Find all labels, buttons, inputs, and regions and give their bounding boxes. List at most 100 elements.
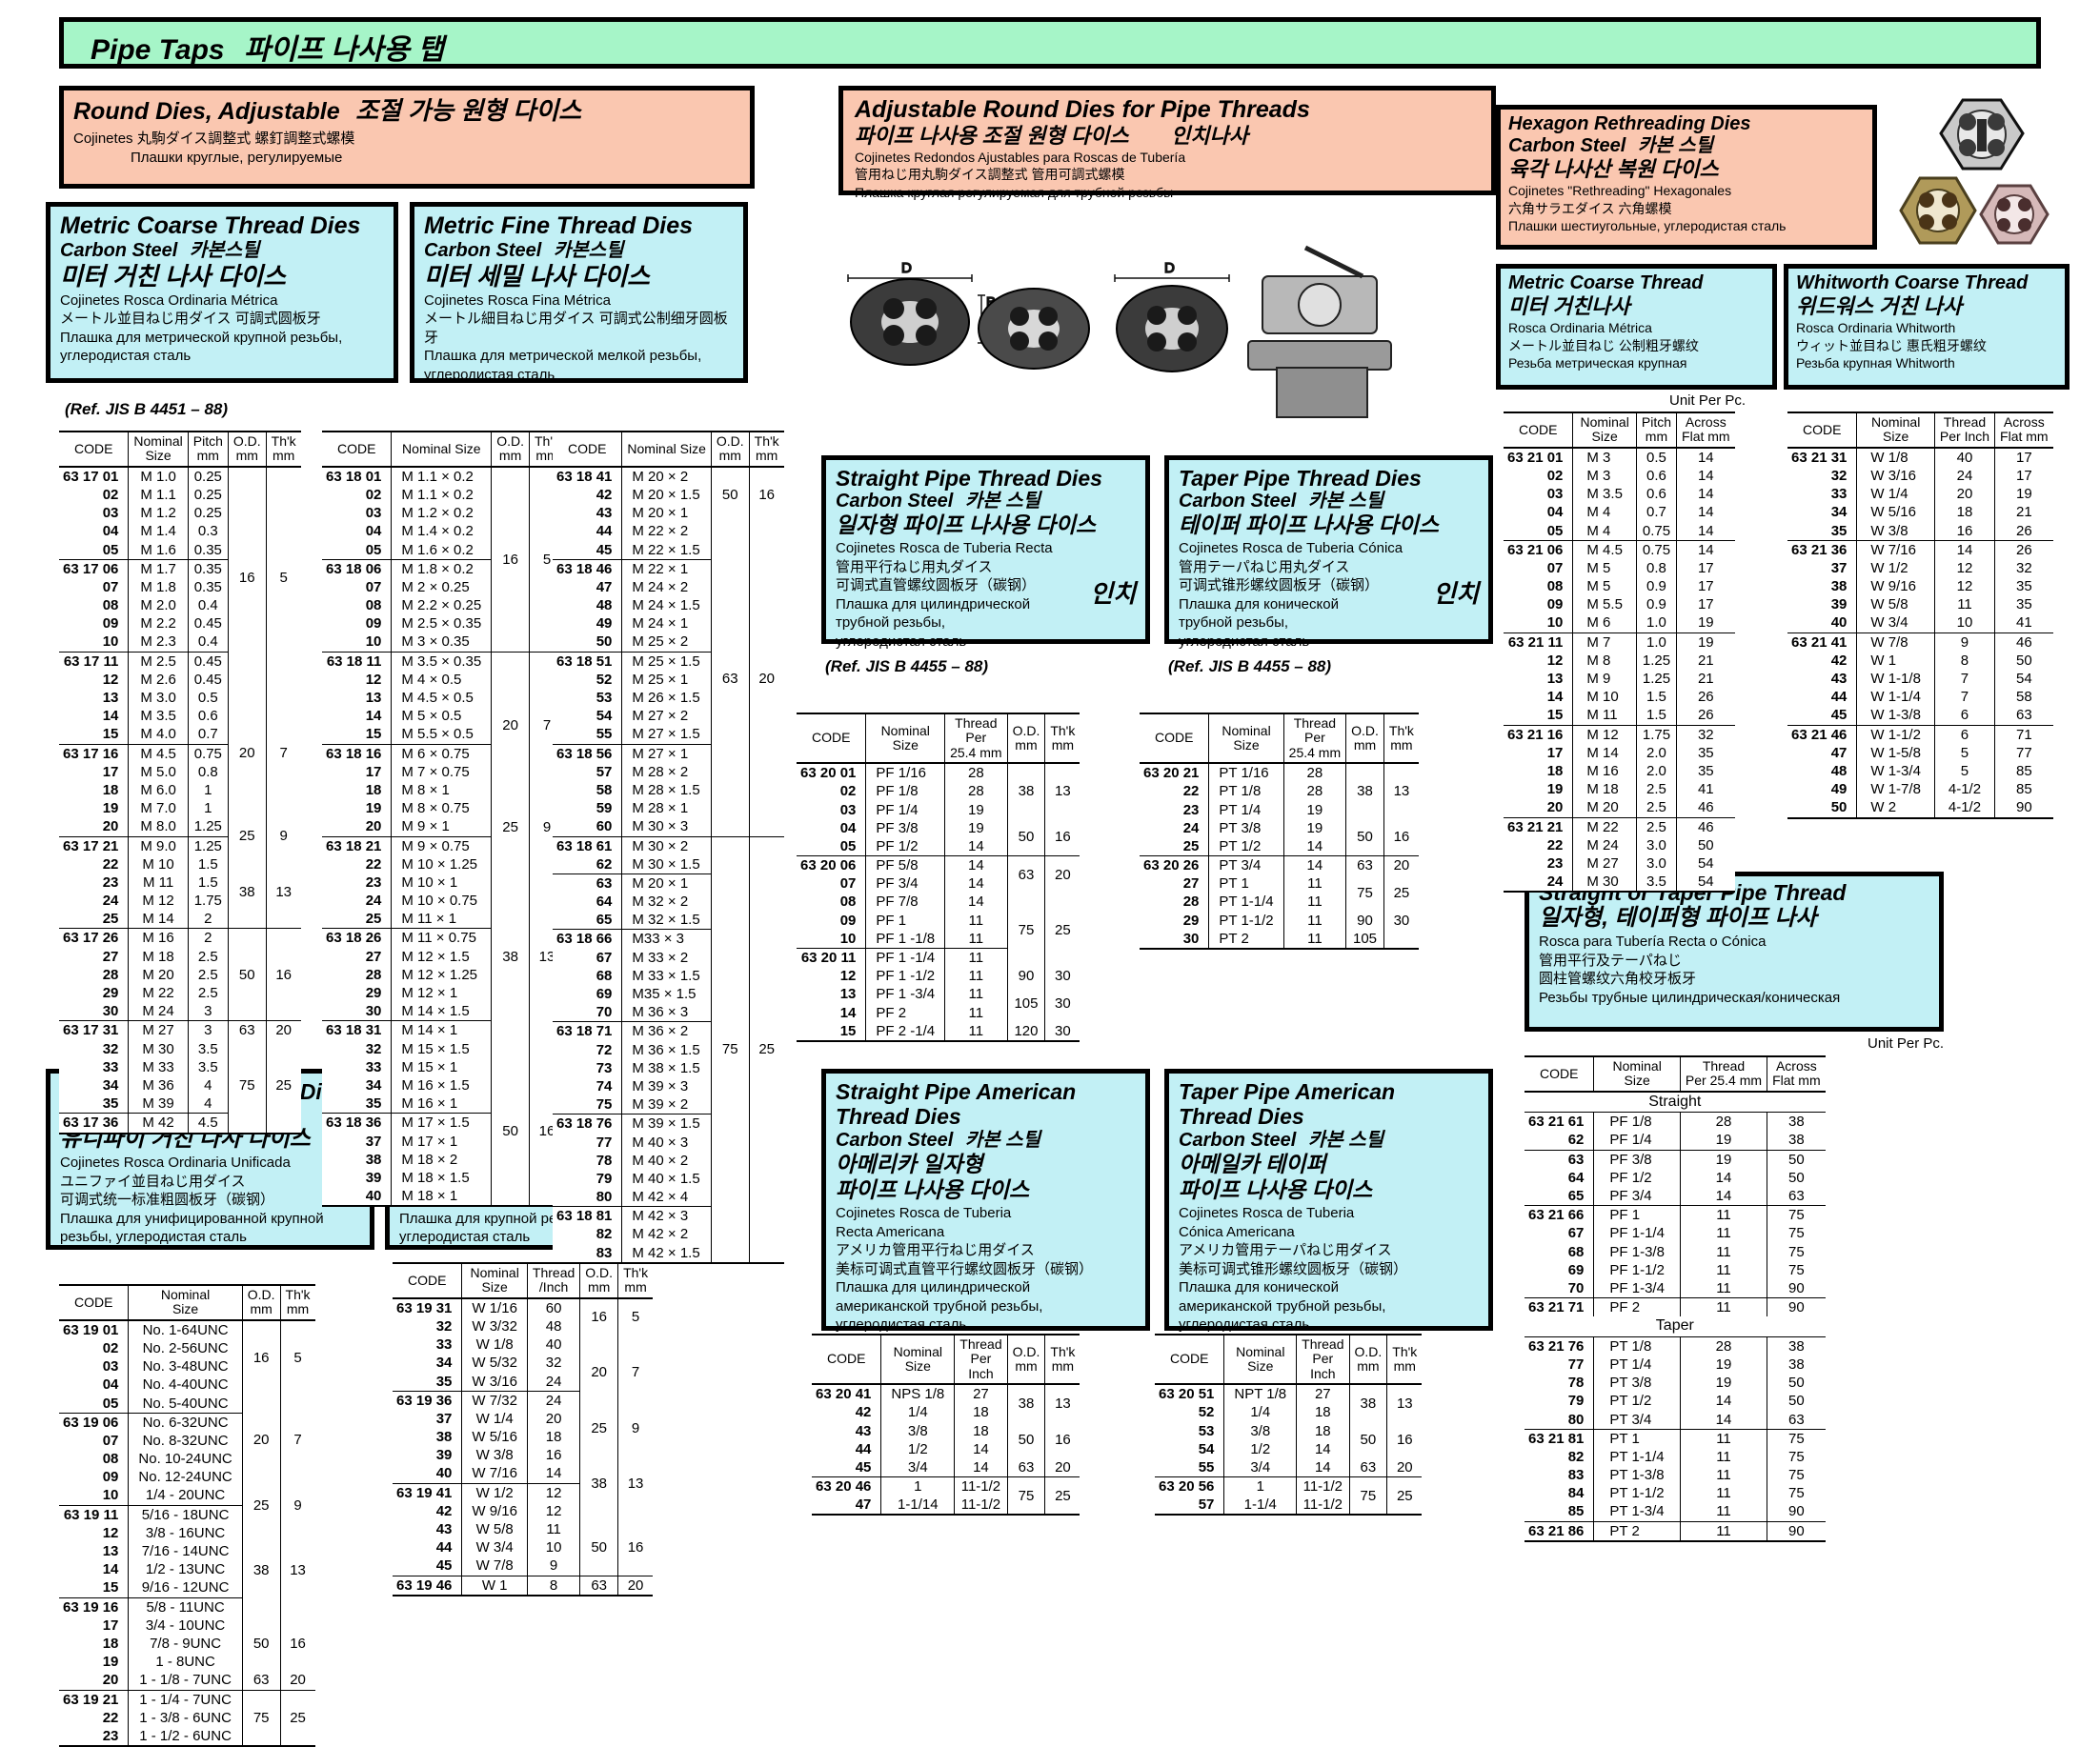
cell-nom: M 16 <box>1572 761 1637 781</box>
hex-whitworth-ru: Резьба крупная Whitworth <box>1796 354 1955 371</box>
cell-code: 79 <box>1525 1392 1595 1411</box>
cell-nominal: 1 - 8UNC <box>128 1653 243 1672</box>
cell-nominal: M 27 × 2 <box>621 707 712 726</box>
cell-thk: 13 <box>1055 1395 1071 1412</box>
table-row: 63 18 26 M 11 × 0.75 <box>322 928 564 948</box>
cell-code: 50 <box>1787 798 1858 818</box>
cell-pitch: 0.7 <box>1636 503 1678 522</box>
straight-pipe-dies-banner: Straight Pipe Thread Dies Carbon Steel 카… <box>821 455 1150 650</box>
cell-pitch: 0.3 <box>188 522 229 541</box>
taper-american-steel-ko: 카본 스틸 <box>1307 1129 1383 1151</box>
cell-nominal: M 10 × 1.25 <box>391 854 493 874</box>
cell-nominal: PT 1-3/4 <box>1593 1502 1681 1522</box>
cell-code: 30 <box>1140 929 1210 950</box>
cell-nominal: M 25 × 1.5 <box>621 651 712 671</box>
cell-code: 09 <box>59 614 130 633</box>
th-nominal: Nominal Size <box>1208 713 1284 765</box>
cell-nominal: No. 5-40UNC <box>128 1394 243 1414</box>
cell-nominal: 5/16 - 18UNC <box>128 1504 243 1524</box>
table-row: 10 M 6 1.0 19 <box>1504 613 1735 633</box>
cell-nom: M 5 <box>1572 558 1637 578</box>
cell-code: 45 <box>553 540 623 560</box>
cell-od: 25 <box>491 799 530 855</box>
cell-code: 63 19 41 <box>393 1482 463 1502</box>
straight-american-ru3: углеродистая сталь <box>836 1316 967 1334</box>
taper-pipe-title-en: Taper Pipe Thread Dies <box>1179 466 1422 491</box>
cell-nominal: M 28 × 2 <box>621 762 712 781</box>
cell-nominal: M 2.3 <box>128 633 189 653</box>
cell-flat: 21 <box>2015 504 2032 521</box>
cell-code: 25 <box>59 910 130 929</box>
th-thk: Th'k mm <box>1386 1335 1423 1386</box>
table-row: 78 M 40 × 2 <box>553 1151 784 1170</box>
cell-code: 39 <box>1787 595 1858 614</box>
cell-pitch: 0.9 <box>1636 577 1678 596</box>
table-row: 22 M 10 1.5 38 13 <box>59 854 301 929</box>
cell-thread: 48 <box>527 1316 581 1336</box>
cell-code: 53 <box>553 689 623 708</box>
hex-unit-note-bottom: Unit Per Pc. <box>1868 1035 1945 1052</box>
table-row: 63 18 11 M 3.5 × 0.35 20 7 <box>322 651 564 800</box>
straight-american-title-ko2: 파이프 나사용 다이스 <box>836 1177 1030 1203</box>
cell-nom: W 1/8 <box>1856 447 1935 467</box>
cell-nominal: M 42 × 2 <box>621 1225 712 1244</box>
table-row: 04 M 1.4 × 0.2 <box>322 522 564 541</box>
cell-code: 15 <box>1504 706 1574 726</box>
table-row: 40 M 18 × 1 <box>322 1187 564 1207</box>
metric-coarse-dies-banner: Metric Coarse Thread Dies Carbon Steel 카… <box>46 202 398 383</box>
cell-flat: 35 <box>2015 596 2032 613</box>
cell-nominal: M 7 × 0.75 <box>391 762 493 781</box>
table-row: 63 17 06 M 1.7 0.35 <box>59 558 301 578</box>
cell-code: 63 18 51 <box>553 651 623 671</box>
cell-code: 38 <box>1787 577 1858 596</box>
cell-flat: 17 <box>1697 559 1714 576</box>
th-extra: Thread/Inch <box>527 1263 581 1299</box>
cell-nominal: M 1.2 <box>128 504 189 523</box>
taper-american-es1: Cojinetes Rosca de Tuberia <box>1179 1205 1355 1222</box>
cell-nominal: M 39 × 3 <box>621 1076 712 1096</box>
cell-code: 32 <box>1787 466 1858 486</box>
hex-pipe-ru: Резьбы трубные цилиндрическая/коническая <box>1539 989 1841 1006</box>
table-row: 45 3/4 14 63 20 <box>812 1457 1080 1477</box>
cell-thread: 24 <box>527 1390 581 1410</box>
cell-nom: M 18 <box>1572 780 1637 799</box>
cell-code: 19 <box>1504 780 1574 799</box>
th-thk: Th'k mm <box>617 1263 654 1299</box>
cell-od: 38 <box>1349 1384 1388 1422</box>
cell-thread: 19 <box>944 800 1008 819</box>
cell-code: 48 <box>1787 761 1858 781</box>
cell-nominal: PF 7/8 <box>865 893 946 912</box>
cell-code: 30 <box>322 1002 393 1021</box>
cell-nom: W 5/8 <box>1856 595 1935 614</box>
taper-american-dies-banner: Taper Pipe American Thread Dies Carbon S… <box>1164 1069 1493 1333</box>
table-row: 42 1/4 18 <box>812 1403 1080 1422</box>
th-code: CODE <box>59 432 130 468</box>
table-straight-pipe-dies: CODE Nominal Size Thread Per 25.4 mm O.D. mm Th'… <box>797 713 1080 1042</box>
table-row: 15 PF 2 -1/4 11 120 30 <box>797 1021 1080 1041</box>
cell-code: 63 21 21 <box>1504 816 1574 836</box>
cell-pitch: 2.5 <box>1636 816 1678 836</box>
table-row: 77 PT 1/4 19 38 <box>1525 1355 1826 1375</box>
cell-flat: 54 <box>1697 874 1714 891</box>
cell-flat: 75 <box>1788 1261 1805 1278</box>
table-row: 12 M 4 × 0.5 <box>322 670 564 690</box>
table-row: 63 18 56 M 27 × 1 <box>553 743 784 763</box>
cell-thk: 13 <box>627 1475 644 1492</box>
cell-code: 63 18 56 <box>553 743 623 763</box>
cell-code: 63 <box>553 873 623 894</box>
cell-pitch: 2.0 <box>1636 761 1678 781</box>
cell-flat: 41 <box>2015 614 2032 632</box>
cell-thread: 27 <box>954 1384 1008 1404</box>
cell-nom: M 3.5 <box>1572 485 1637 504</box>
hex-pipe-title-ko: 일자형, 테이퍼형 파이프 나사 <box>1539 905 1817 932</box>
table-row: 20 M 9 × 1 <box>322 817 564 837</box>
cell-nom: W 5/16 <box>1856 503 1935 522</box>
cell-code: 19 <box>59 1653 130 1672</box>
straight-pipe-inch-badge: 인치 <box>1090 579 1136 609</box>
cell-thread: 11 <box>944 985 1008 1004</box>
straight-american-es1: Cojinetes Rosca de Tuberia <box>836 1205 1012 1222</box>
cell-nominal: M 28 × 1 <box>621 799 712 818</box>
th-od: O.D. mm <box>491 432 530 468</box>
table-row: 75 M 39 × 2 <box>553 1095 784 1114</box>
cell-flat: 75 <box>1788 1485 1805 1502</box>
